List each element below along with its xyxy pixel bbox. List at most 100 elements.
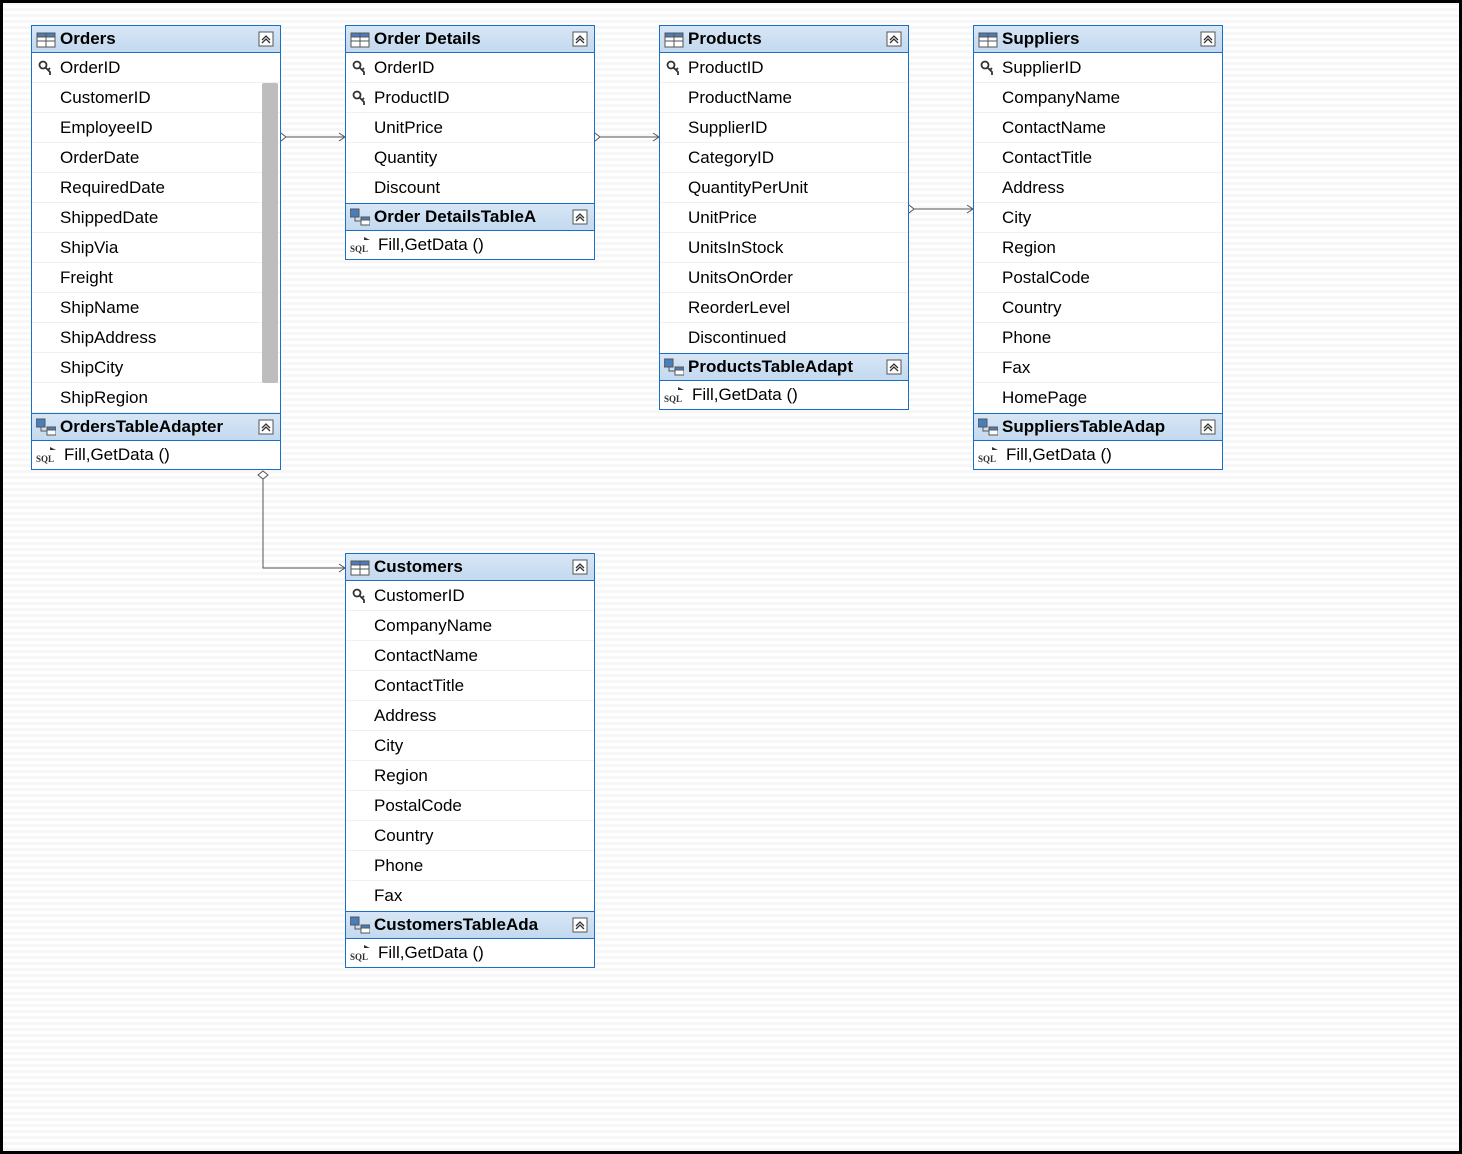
column-name: ShipVia [60, 238, 118, 258]
column-name: UnitPrice [374, 118, 443, 138]
primary-key-icon [36, 60, 54, 76]
adapter-header[interactable]: SuppliersTableAdap [974, 413, 1222, 441]
column-row[interactable]: Address [974, 173, 1222, 203]
column-row[interactable]: OrderID [32, 53, 280, 83]
column-row[interactable]: Fax [974, 353, 1222, 383]
column-row[interactable]: Fax [346, 881, 594, 911]
primary-key-icon [350, 588, 368, 604]
column-row[interactable]: ShippedDate [32, 203, 280, 233]
adapter-method-row[interactable]: SQLFill,GetData () [660, 381, 908, 409]
collapse-icon[interactable] [886, 31, 902, 47]
column-row[interactable]: Address [346, 701, 594, 731]
table-title: Customers [374, 557, 568, 577]
table-header[interactable]: Products [660, 26, 908, 53]
column-row[interactable]: ShipCity [32, 353, 280, 383]
column-row[interactable]: UnitPrice [660, 203, 908, 233]
column-row[interactable]: CompanyName [346, 611, 594, 641]
column-row[interactable]: Region [346, 761, 594, 791]
column-row[interactable]: CustomerID [346, 581, 594, 611]
column-row[interactable]: PostalCode [974, 263, 1222, 293]
column-row[interactable]: Freight [32, 263, 280, 293]
collapse-icon[interactable] [572, 209, 588, 225]
column-row[interactable]: QuantityPerUnit [660, 173, 908, 203]
dataset-designer-canvas[interactable]: OrdersOrderIDCustomerIDEmployeeIDOrderDa… [0, 0, 1462, 1154]
adapter-header[interactable]: Order DetailsTableA [346, 203, 594, 231]
column-row[interactable]: SupplierID [974, 53, 1222, 83]
column-name: CustomerID [374, 586, 465, 606]
column-row[interactable]: ContactTitle [346, 671, 594, 701]
table-orders[interactable]: Orders OrderID CustomerIDEmployeeIDOrderDa… [31, 25, 281, 470]
column-row[interactable]: CategoryID [660, 143, 908, 173]
adapter-header[interactable]: CustomersTableAda [346, 911, 594, 939]
column-row[interactable]: ReorderLevel [660, 293, 908, 323]
table-suppliers[interactable]: SuppliersSupplierIDCompanyName ContactNam… [973, 25, 1223, 470]
table-header[interactable]: Suppliers [974, 26, 1222, 53]
column-row[interactable]: Quantity [346, 143, 594, 173]
adapter-method-row[interactable]: SQLFill,GetData () [346, 231, 594, 259]
column-name: ContactName [1002, 118, 1106, 138]
scrollbar-thumb[interactable] [262, 83, 278, 383]
column-row[interactable]: UnitPrice [346, 113, 594, 143]
column-row[interactable]: ShipRegion [32, 383, 280, 413]
table-header[interactable]: Orders [32, 26, 280, 53]
column-row[interactable]: Country [346, 821, 594, 851]
adapter-method-row[interactable]: SQLFill,GetData () [346, 939, 594, 967]
column-row[interactable]: ShipAddress [32, 323, 280, 353]
svg-text:SQL: SQL [664, 394, 682, 404]
column-row[interactable]: OrderID [346, 53, 594, 83]
collapse-icon[interactable] [258, 419, 274, 435]
column-name: CompanyName [374, 616, 492, 636]
column-row[interactable]: PostalCode [346, 791, 594, 821]
table-customers[interactable]: Customers CustomerID CompanyName ContactNam… [345, 553, 595, 968]
column-row[interactable]: EmployeeID [32, 113, 280, 143]
column-row[interactable]: UnitsOnOrder [660, 263, 908, 293]
column-row[interactable]: ShipName [32, 293, 280, 323]
adapter-header[interactable]: ProductsTableAdapt [660, 353, 908, 381]
table-header[interactable]: Customers [346, 554, 594, 581]
table-header[interactable]: Order Details [346, 26, 594, 53]
column-name: ReorderLevel [688, 298, 790, 318]
adapter-method-row[interactable]: SQLFill,GetData () [32, 441, 280, 469]
table-order-details[interactable]: Order DetailsOrderIDProductID UnitPrice Qu… [345, 25, 595, 260]
column-name: Fax [374, 886, 402, 906]
column-name: Discount [374, 178, 440, 198]
column-row[interactable]: City [346, 731, 594, 761]
collapse-icon[interactable] [886, 359, 902, 375]
table-products[interactable]: ProductsProductIDProductName SupplierID Ca… [659, 25, 909, 410]
collapse-icon[interactable] [258, 31, 274, 47]
adapter-method-row[interactable]: SQLFill,GetData () [974, 441, 1222, 469]
column-name: UnitsInStock [688, 238, 783, 258]
column-row[interactable]: Phone [974, 323, 1222, 353]
column-row[interactable]: CustomerID [32, 83, 280, 113]
column-name: SupplierID [688, 118, 767, 138]
column-row[interactable]: ContactName [346, 641, 594, 671]
collapse-icon[interactable] [572, 917, 588, 933]
column-row[interactable]: OrderDate [32, 143, 280, 173]
adapter-title: OrdersTableAdapter [60, 417, 254, 437]
column-row[interactable]: Discontinued [660, 323, 908, 353]
collapse-icon[interactable] [1200, 419, 1216, 435]
column-row[interactable]: UnitsInStock [660, 233, 908, 263]
column-row[interactable]: ContactTitle [974, 143, 1222, 173]
column-row[interactable]: Phone [346, 851, 594, 881]
table-icon [350, 30, 370, 48]
collapse-icon[interactable] [1200, 31, 1216, 47]
adapter-method: Fill,GetData () [378, 943, 484, 963]
column-row[interactable]: City [974, 203, 1222, 233]
adapter-header[interactable]: OrdersTableAdapter [32, 413, 280, 441]
column-row[interactable]: SupplierID [660, 113, 908, 143]
column-name: OrderID [60, 58, 120, 78]
column-row[interactable]: Discount [346, 173, 594, 203]
column-row[interactable]: HomePage [974, 383, 1222, 413]
column-row[interactable]: CompanyName [974, 83, 1222, 113]
column-row[interactable]: Country [974, 293, 1222, 323]
column-row[interactable]: Region [974, 233, 1222, 263]
collapse-icon[interactable] [572, 31, 588, 47]
column-row[interactable]: ProductName [660, 83, 908, 113]
column-row[interactable]: RequiredDate [32, 173, 280, 203]
column-row[interactable]: ProductID [660, 53, 908, 83]
column-row[interactable]: ShipVia [32, 233, 280, 263]
collapse-icon[interactable] [572, 559, 588, 575]
column-row[interactable]: ContactName [974, 113, 1222, 143]
column-row[interactable]: ProductID [346, 83, 594, 113]
